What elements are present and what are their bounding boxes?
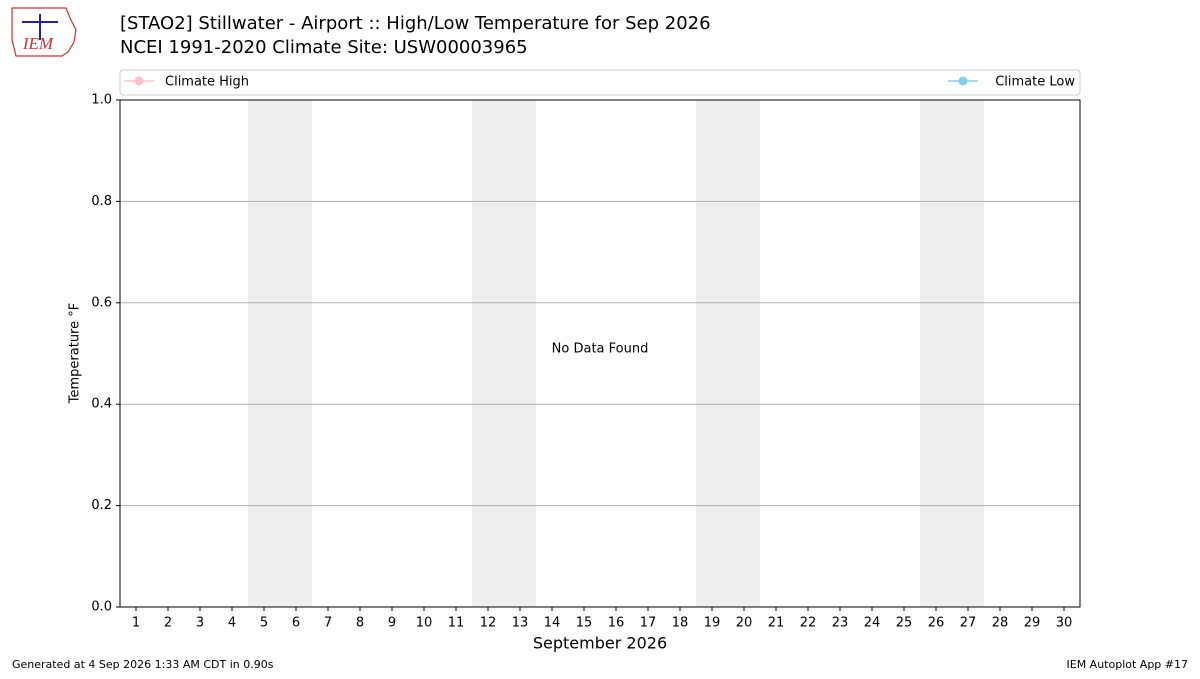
x-tick-label: 24 [864, 616, 881, 631]
x-tick-label: 20 [736, 616, 753, 631]
logo-outline [11, 7, 77, 57]
x-tick-label: 18 [672, 616, 689, 631]
x-tick-label: 10 [416, 616, 433, 631]
chart-title: [STAO2] Stillwater - Airport :: High/Low… [120, 13, 711, 34]
x-tick-label: 7 [324, 616, 332, 631]
weekend-shading [248, 100, 984, 607]
legend-marker [134, 76, 144, 86]
plot-frame [119, 99, 1081, 608]
y-tick-label: 0.8 [91, 194, 112, 209]
x-tick-label: 12 [480, 616, 497, 631]
x-tick-label: 14 [544, 616, 561, 631]
y-tick-label: 0.0 [91, 600, 112, 615]
legend [119, 69, 1081, 96]
annotation: No Data Found [552, 342, 649, 357]
footer-left: Generated at 4 Sep 2026 1:33 AM CDT in 0… [12, 658, 274, 671]
y-tick-label: 0.6 [91, 295, 112, 310]
x-tick-label: 26 [928, 616, 945, 631]
x-tick-label: 19 [704, 616, 721, 631]
x-tick-label: 1 [132, 616, 140, 631]
x-tick-label: 13 [512, 616, 529, 631]
legend-label: Climate Low [995, 75, 1075, 90]
x-tick-label: 9 [388, 616, 396, 631]
x-tick-label: 23 [832, 616, 849, 631]
chart-subtitle: NCEI 1991-2020 Climate Site: USW00003965 [120, 37, 528, 58]
x-tick-label: 27 [960, 616, 977, 631]
weekend-band [248, 100, 312, 607]
x-tick-label: 8 [356, 616, 364, 631]
x-tick-label: 22 [800, 616, 817, 631]
x-tick-label: 6 [292, 616, 300, 631]
y-axis-label: Temperature °F [68, 303, 83, 404]
x-tick-label: 17 [640, 616, 657, 631]
footer-right: IEM Autoplot App #17 [1067, 658, 1189, 671]
weekend-band [920, 100, 984, 607]
x-tick-label: 2 [164, 616, 172, 631]
x-tick-label: 30 [1056, 616, 1073, 631]
x-tick-label: 3 [196, 616, 204, 631]
x-tick-label: 15 [576, 616, 593, 631]
x-tick-label: 28 [992, 616, 1009, 631]
x-tick-label: 21 [768, 616, 785, 631]
legend-label: Climate High [165, 75, 249, 90]
x-axis-label: September 2026 [533, 634, 667, 653]
y-tick-label: 1.0 [91, 93, 112, 108]
legend-marker [958, 76, 968, 86]
x-tick-label: 25 [896, 616, 913, 631]
x-tick-label: 29 [1024, 616, 1041, 631]
x-tick-label: 5 [260, 616, 268, 631]
y-tick-label: 0.4 [91, 397, 112, 412]
weekend-band [696, 100, 760, 607]
weekend-band [472, 100, 536, 607]
y-tick-label: 0.2 [91, 498, 112, 513]
logo: IEM [11, 7, 77, 57]
x-tick-label: 4 [228, 616, 236, 631]
x-tick-label: 16 [608, 616, 625, 631]
logo-text: IEM [22, 34, 54, 53]
x-tick-label: 11 [448, 616, 465, 631]
